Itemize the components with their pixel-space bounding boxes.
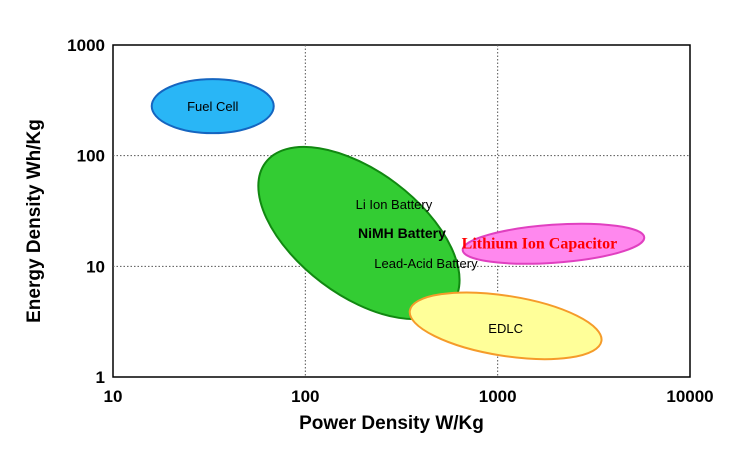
- y-tick-label: 1000: [67, 36, 105, 55]
- y-tick-label: 10: [86, 257, 105, 276]
- y-tick-label: 100: [77, 147, 105, 166]
- x-axis-title: Power Density W/Kg: [299, 413, 484, 434]
- region-label: EDLC: [488, 321, 523, 336]
- x-tick-label: 100: [291, 387, 319, 406]
- plot-area: [112, 44, 691, 378]
- x-tick-label: 10: [104, 387, 123, 406]
- region-fuel-cell: Fuel Cell: [150, 78, 275, 135]
- region-label: Lithium Ion Capacitor: [462, 236, 618, 253]
- x-tick-label: 10000: [666, 387, 713, 406]
- region-lithium-ion-capacitor: Lithium Ion Capacitor: [461, 222, 646, 265]
- region-label: Li Ion Battery: [356, 197, 433, 212]
- region-label: Fuel Cell: [187, 99, 238, 114]
- region-ellipse-edlc: [408, 291, 603, 361]
- regions: Fuel Cell Li Ion Battery NiMH Battery Lead-…: [150, 78, 646, 361]
- region-edlc: EDLC: [408, 291, 603, 361]
- region-ellipse-fuel-cell: [150, 78, 275, 135]
- x-tick-label: 1000: [479, 387, 517, 406]
- region-label: NiMH Battery: [358, 225, 446, 241]
- region-li-ion-nimh-lead-acid: Li Ion Battery NiMH Battery Lead-Acid Batt…: [257, 145, 478, 321]
- y-axis-title: Energy Density Wh/Kg: [24, 119, 45, 323]
- region-label: Lead-Acid Battery: [374, 256, 478, 271]
- y-tick-label: 1: [96, 368, 105, 387]
- region-ellipse-lithium-ion-capacitor: [461, 222, 646, 265]
